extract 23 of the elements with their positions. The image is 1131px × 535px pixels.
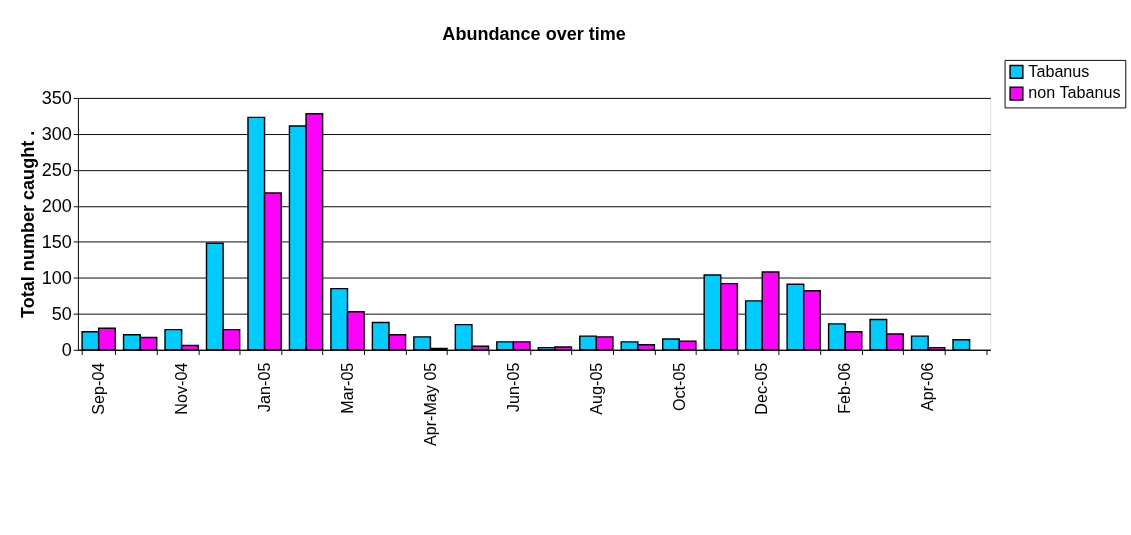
y-tick-label: 150	[41, 232, 72, 253]
y-tick-label: 200	[41, 196, 72, 217]
y-axis-title: Total number caught .	[18, 130, 39, 318]
y-tick-label: 0	[61, 339, 72, 360]
x-tick-label: Apr-06	[918, 362, 937, 412]
x-tick-label: Jan-05	[254, 362, 273, 412]
x-tick-label: Mar-05	[337, 362, 356, 414]
x-tick-label: Nov-04	[171, 362, 190, 415]
y-tick-label: 100	[41, 268, 72, 289]
y-tick-label: 50	[51, 304, 72, 324]
x-tick-label: Oct-05	[669, 362, 688, 412]
x-tick-label: Jun-05	[503, 362, 522, 412]
y-tick-label: 300	[41, 124, 72, 145]
x-tick-label: Aug-05	[586, 362, 605, 415]
legend-label: Tabanus	[1028, 61, 1090, 80]
y-tick-label: 350	[41, 88, 72, 109]
x-tick-label: Dec-05	[752, 362, 771, 415]
x-tick-label: Apr-May 05	[420, 362, 439, 447]
x-tick-label: Sep-04	[88, 362, 107, 415]
y-tick-label: 250	[41, 160, 72, 181]
chart-title: Abundance over time	[442, 24, 626, 45]
legend-label: non Tabanus	[1028, 83, 1121, 102]
x-tick-label: Feb-06	[835, 362, 854, 414]
